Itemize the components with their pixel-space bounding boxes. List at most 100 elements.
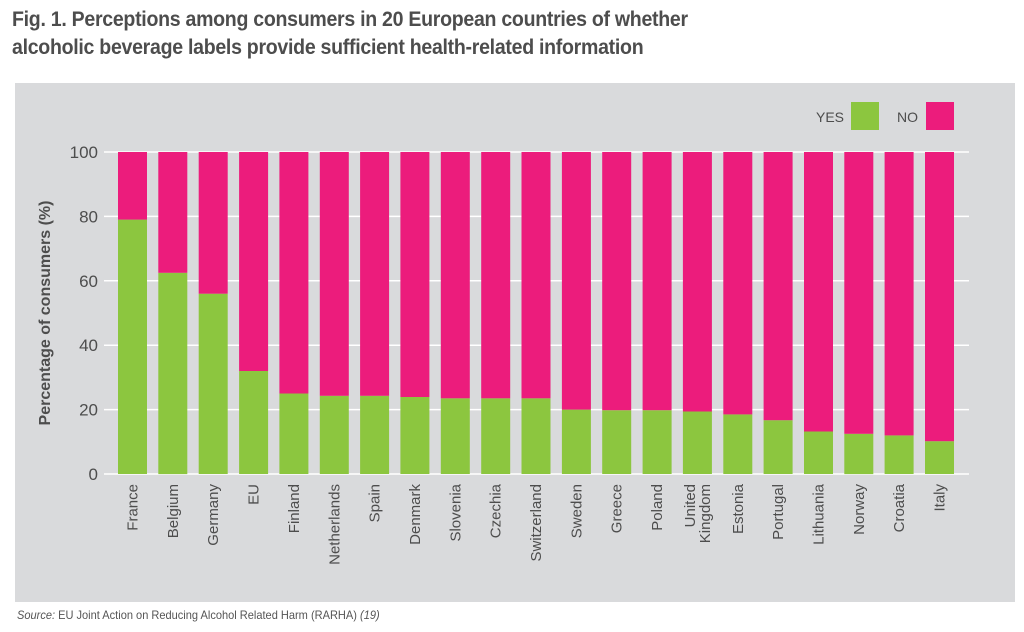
x-tick-label-line: Denmark	[407, 484, 424, 545]
bar-yes-france	[118, 219, 147, 474]
bar-no-denmark	[400, 152, 430, 397]
bar-yes-norway	[844, 433, 874, 475]
bar-yes-finland	[279, 393, 309, 474]
bar-no-finland	[279, 152, 309, 394]
x-tick-label-line: Belgium	[165, 484, 182, 538]
x-tick-label: UnitedKingdom	[682, 484, 714, 543]
x-tick-label-line: Netherlands	[326, 484, 343, 565]
x-tick-label: Finland	[286, 484, 303, 533]
bar-yes-portugal	[763, 420, 793, 474]
legend-swatch-no	[926, 102, 954, 130]
x-tick-label: Sweden	[568, 484, 585, 538]
x-tick-label-line: Sweden	[568, 484, 585, 538]
bar-yes-netherlands	[319, 395, 349, 474]
x-tick-label: Netherlands	[326, 484, 343, 565]
x-tick-label: Spain	[367, 484, 384, 522]
x-tick-label-line: Croatia	[891, 483, 908, 532]
source-note: Source: EU Joint Action on Reducing Alco…	[17, 608, 380, 622]
bar-yes-italy	[925, 441, 954, 474]
bar-no-eu	[239, 152, 269, 371]
bar-yes-eu	[239, 371, 269, 474]
y-axis-label: Percentage of consumers (%)	[37, 201, 54, 426]
x-tick-label-line: France	[125, 484, 142, 531]
y-tick-labels: 0 20 40 60 80 100	[70, 143, 98, 484]
y-tick-label: 40	[79, 336, 98, 355]
x-tick-label: Belgium	[165, 484, 182, 538]
x-tick-label: Switzerland	[528, 484, 545, 562]
bar-no-greece	[602, 152, 632, 411]
x-tick-label: Greece	[609, 484, 626, 533]
bar-no-portugal	[763, 152, 793, 421]
x-tick-label: Germany	[205, 484, 222, 546]
x-tick-label-line: Finland	[286, 484, 303, 533]
y-tick-label: 60	[79, 272, 98, 291]
x-tick-label-line: Greece	[609, 484, 626, 533]
y-tick-label: 80	[79, 207, 98, 226]
x-tick-label: Estonia	[730, 483, 747, 534]
bar-no-belgium	[158, 152, 188, 273]
bar-yes-switzerland	[521, 398, 551, 474]
bar-no-italy	[925, 152, 954, 442]
x-tick-label: France	[125, 484, 142, 531]
x-tick-label: Croatia	[891, 483, 908, 532]
x-tick-label-line: Lithuania	[810, 483, 827, 545]
x-tick-label-line: Switzerland	[528, 484, 545, 562]
x-tick-label-line: Spain	[367, 484, 384, 522]
x-tick-label: Slovenia	[447, 483, 464, 541]
y-tick-label: 100	[70, 143, 98, 162]
bar-yes-belgium	[158, 272, 188, 475]
bar-no-switzerland	[521, 152, 551, 399]
x-tick-label-line: Poland	[649, 484, 666, 531]
bar-yes-poland	[642, 410, 672, 474]
x-tick-label: Portugal	[770, 484, 787, 540]
x-tick-label-line: Estonia	[730, 483, 747, 534]
legend-label-no: NO	[897, 109, 918, 125]
legend-label-yes: YES	[816, 109, 844, 125]
x-tick-label: Poland	[649, 484, 666, 531]
source-text: EU Joint Action on Reducing Alcohol Rela…	[55, 608, 361, 622]
y-tick-label: 0	[89, 465, 98, 484]
x-tick-label: Italy	[932, 484, 949, 512]
x-tick-label-line: Portugal	[770, 484, 787, 540]
x-tick-label-line: Kingdom	[697, 484, 714, 543]
bar-yes-denmark	[400, 397, 430, 474]
chart-title-line-1: Fig. 1. Perceptions among consumers in 2…	[12, 8, 688, 31]
bar-yes-germany	[198, 293, 228, 474]
x-tick-label-line: Norway	[851, 484, 868, 535]
legend-swatch-yes	[851, 102, 879, 130]
x-tick-label: Norway	[851, 484, 868, 535]
x-tick-label: Denmark	[407, 484, 424, 545]
bar-yes-croatia	[884, 435, 914, 474]
bar-no-germany	[198, 152, 228, 294]
y-tick-label: 20	[79, 401, 98, 420]
bar-yes-lithuania	[804, 431, 833, 474]
x-tick-label-line: United	[682, 484, 699, 527]
bar-no-sweden	[561, 152, 591, 410]
x-tick-label-line: Slovenia	[447, 483, 464, 541]
bar-yes-czechia	[481, 398, 511, 474]
legend: YES NO	[816, 102, 954, 130]
bar-no-lithuania	[804, 152, 833, 432]
bar-yes-slovenia	[440, 398, 470, 474]
x-tick-label-line: EU	[246, 484, 263, 505]
x-tick-label: EU	[246, 484, 263, 505]
bar-no-croatia	[884, 152, 914, 436]
x-tick-labels: France Belgium Germany EU Finland Netherlands…	[125, 483, 949, 565]
chart-title-line-2: alcoholic beverage labels provide suffic…	[12, 36, 644, 59]
x-tick-label-line: Germany	[205, 484, 222, 546]
bar-yes-spain	[360, 395, 390, 474]
x-tick-label: Czechia	[488, 483, 505, 538]
bar-no-czechia	[481, 152, 511, 399]
x-tick-label-line: Italy	[932, 484, 949, 512]
source-label: Source:	[17, 608, 56, 622]
bar-no-poland	[642, 152, 672, 411]
source-reference: (19)	[360, 608, 380, 622]
bar-yes-estonia	[723, 414, 753, 474]
bar-no-norway	[844, 152, 874, 434]
bar-no-united-kingdom	[682, 152, 712, 412]
x-tick-label-line: Czechia	[488, 483, 505, 538]
x-tick-label: Lithuania	[810, 483, 827, 545]
bars	[118, 152, 954, 475]
bar-yes-sweden	[561, 409, 591, 474]
